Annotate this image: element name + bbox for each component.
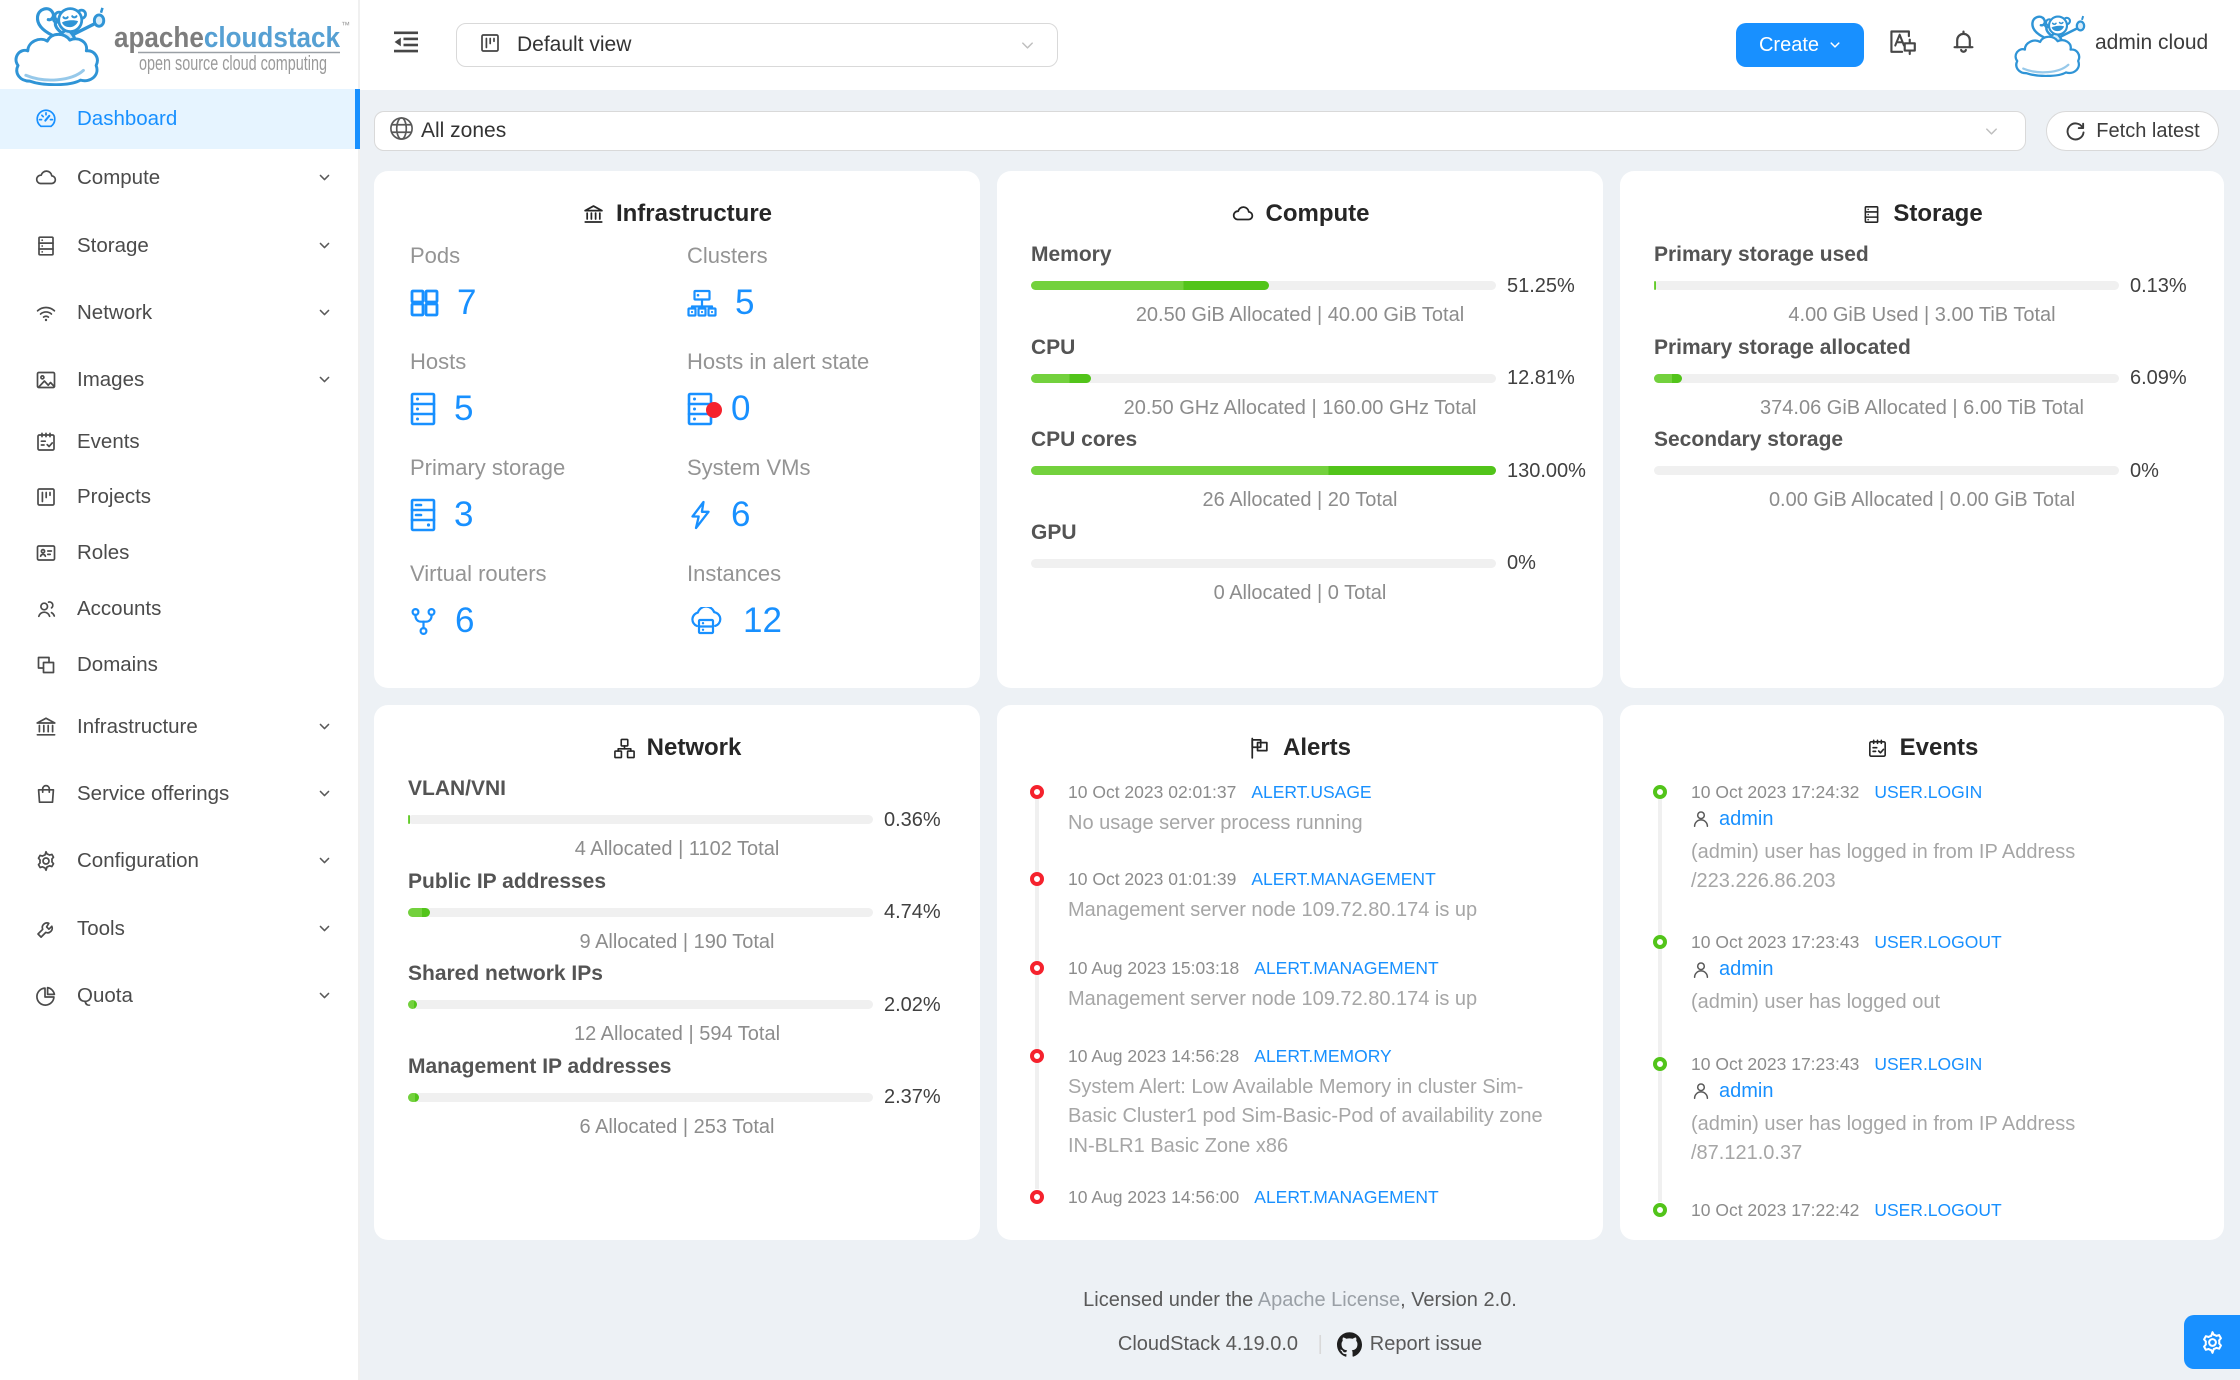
svg-text:open source cloud computing: open source cloud computing (139, 53, 327, 75)
svg-text:apachecloudstack: apachecloudstack (114, 22, 341, 54)
svg-text:™: ™ (341, 20, 350, 30)
